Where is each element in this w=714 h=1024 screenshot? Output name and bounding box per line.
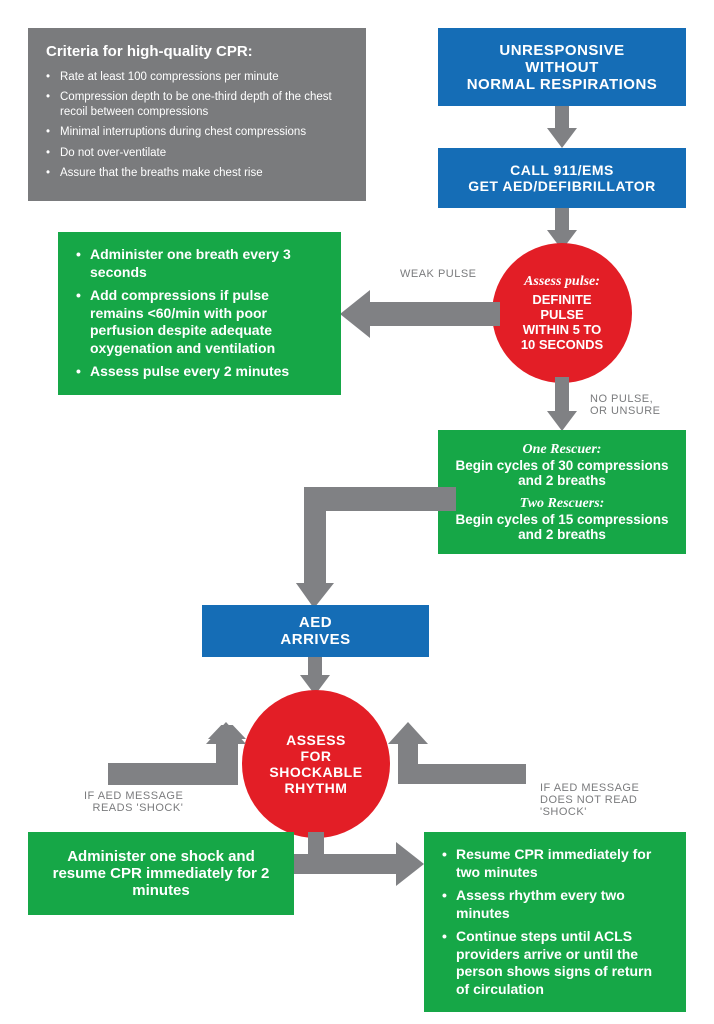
no-shock-list: Resume CPR immediately for two minutes A… (442, 846, 668, 998)
arrow-left (340, 290, 500, 340)
arrow-down (547, 377, 577, 431)
criteria-item: Assure that the breaths make chest rise (46, 166, 348, 180)
label-weak-pulse: WEAK PULSE (400, 268, 477, 280)
weak-pulse-list: Administer one breath every 3 seconds Ad… (76, 246, 323, 381)
criteria-box: Criteria for high-quality CPR: Rate at l… (28, 28, 366, 201)
list-item: Assess pulse every 2 minutes (76, 363, 323, 381)
criteria-item: Minimal interruptions during chest compr… (46, 125, 348, 139)
list-item: Assess rhythm every two minutes (442, 887, 668, 922)
label-shock: IF AED MESSAGE READS 'SHOCK' (84, 790, 183, 814)
criteria-title: Criteria for high-quality CPR: (46, 43, 348, 60)
node-unresponsive: UNRESPONSIVE WITHOUT NORMAL RESPIRATIONS (438, 28, 686, 106)
arrow-elbow (290, 487, 450, 607)
node-aed-arrives: AED ARRIVES (202, 605, 429, 657)
list-item: Administer one breath every 3 seconds (76, 246, 323, 281)
criteria-list: Rate at least 100 compressions per minut… (46, 70, 348, 180)
list-item: Resume CPR immediately for two minutes (442, 846, 668, 881)
criteria-item: Do not over-ventilate (46, 146, 348, 160)
criteria-item: Rate at least 100 compressions per minut… (46, 70, 348, 84)
label-no-pulse: NO PULSE, OR UNSURE (590, 393, 661, 417)
arrow-down (547, 106, 577, 148)
node-assess-pulse: Assess pulse: DEFINITE PULSE WITHIN 5 TO… (492, 243, 632, 383)
arrow-elbow-left (108, 722, 258, 792)
node-call911: CALL 911/EMS GET AED/DEFIBRILLATOR (438, 148, 686, 208)
node-shock-action: Administer one shock and resume CPR imme… (28, 832, 294, 915)
node-rescuer: One Rescuer: Begin cycles of 30 compress… (438, 430, 686, 554)
node-no-shock-action: Resume CPR immediately for two minutes A… (424, 832, 686, 1012)
node-assess-shock: ASSESS FOR SHOCKABLE RHYTHM (242, 690, 390, 838)
list-item: Continue steps until ACLS providers arri… (442, 928, 668, 998)
arrow-elbow-right (376, 722, 526, 792)
label-no-shock: IF AED MESSAGE DOES NOT READ 'SHOCK' (540, 782, 639, 818)
list-item: Add compressions if pulse remains <60/mi… (76, 287, 323, 357)
criteria-item: Compression depth to be one-third depth … (46, 90, 348, 119)
node-weak-pulse-actions: Administer one breath every 3 seconds Ad… (58, 232, 341, 395)
